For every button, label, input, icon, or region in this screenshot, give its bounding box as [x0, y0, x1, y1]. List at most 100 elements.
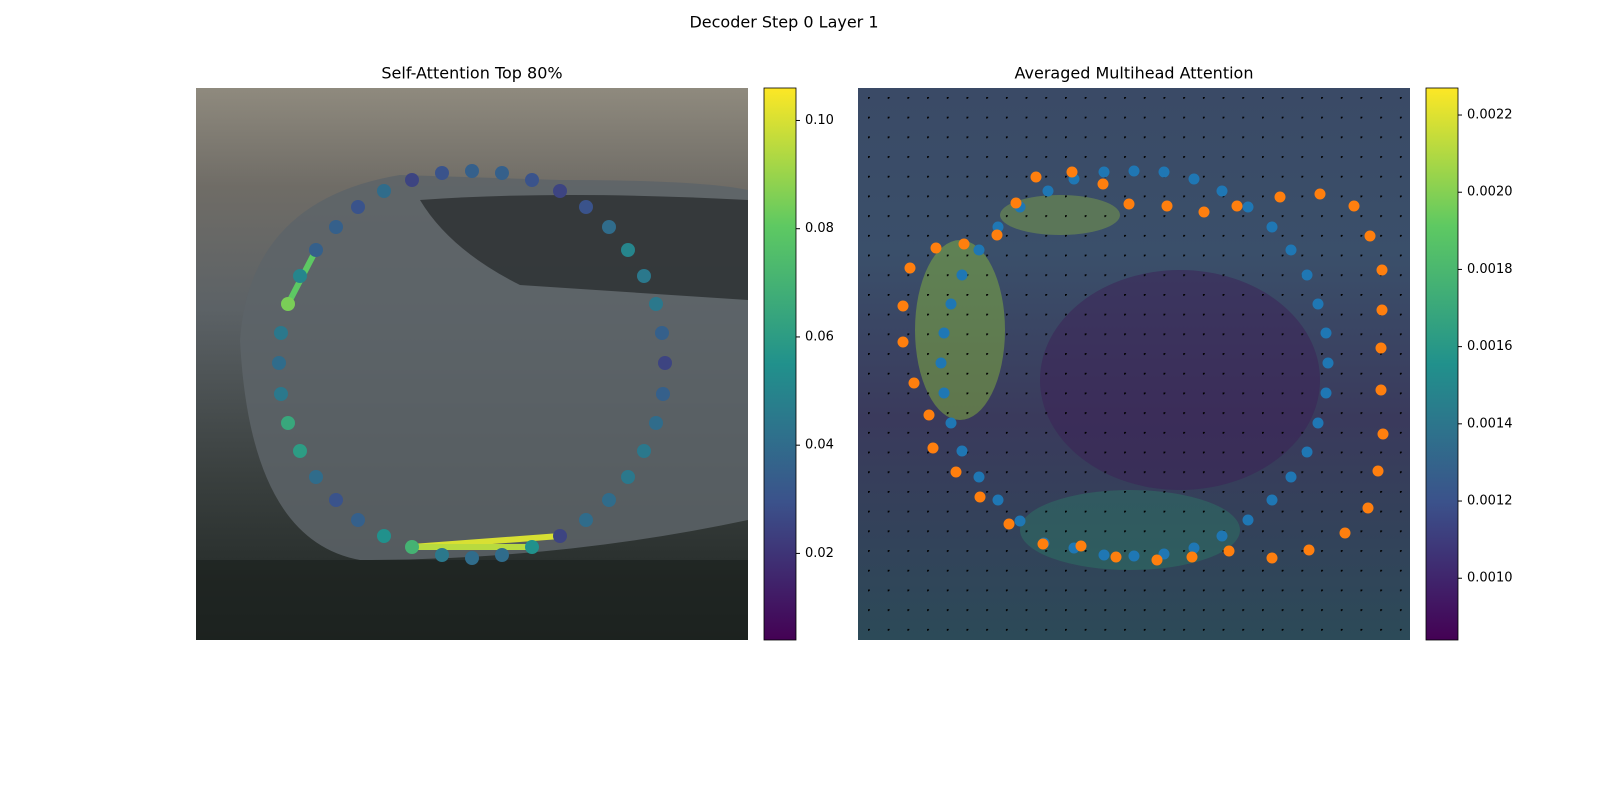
token-point	[656, 387, 670, 401]
reference-point	[1042, 185, 1054, 197]
reference-point	[1376, 264, 1388, 276]
reference-point	[1266, 494, 1278, 506]
reference-point	[956, 445, 968, 457]
reference-point	[1158, 166, 1170, 178]
reference-point	[1377, 428, 1389, 440]
reference-point	[930, 242, 942, 254]
reference-point	[1223, 545, 1235, 557]
token-point	[553, 529, 567, 543]
token-point	[525, 540, 539, 554]
token-point	[377, 529, 391, 543]
token-point	[293, 269, 307, 283]
token-point	[553, 184, 567, 198]
token-point	[602, 493, 616, 507]
reference-point	[1186, 551, 1198, 563]
reference-point	[1376, 304, 1388, 316]
reference-point	[1312, 298, 1324, 310]
reference-point	[897, 336, 909, 348]
plot-layer: 0.02 0.04 0.06 0.08 0.10 0.0010 0.0012 0.0014 0.…	[272, 108, 1513, 586]
token-point	[525, 173, 539, 187]
token-point	[351, 200, 365, 214]
reference-point	[1188, 173, 1200, 185]
reference-point	[1303, 544, 1315, 556]
figure-title: Decoder Step 0 Layer 1	[689, 13, 878, 32]
reference-point	[1075, 540, 1087, 552]
colorbar-tick-label: 0.0018	[1467, 262, 1513, 277]
token-point	[274, 387, 288, 401]
reference-point	[1188, 542, 1200, 554]
token-point	[293, 444, 307, 458]
token-point	[621, 470, 635, 484]
colorbar-tick-label: 0.0020	[1467, 185, 1513, 200]
reference-point	[1030, 171, 1042, 183]
token-point	[579, 513, 593, 527]
token-point	[649, 297, 663, 311]
colorbar-tick-label: 0.0012	[1467, 494, 1513, 509]
colorbar	[1425, 87, 1459, 641]
token-point	[495, 166, 509, 180]
token-point	[465, 551, 479, 565]
token-point	[405, 173, 419, 187]
token-point	[579, 200, 593, 214]
colorbar-tick-label: 0.10	[805, 113, 834, 128]
reference-point	[1372, 465, 1384, 477]
colorbar-tick-label: 0.0010	[1467, 571, 1513, 586]
heatmap-right	[858, 88, 1410, 640]
reference-point	[1339, 527, 1351, 539]
reference-point	[1301, 446, 1313, 458]
token-point	[281, 297, 295, 311]
reference-point	[927, 442, 939, 454]
reference-point	[1285, 471, 1297, 483]
reference-point	[1098, 166, 1110, 178]
reference-point	[992, 494, 1004, 506]
reference-point	[1128, 550, 1140, 562]
reference-point	[908, 377, 920, 389]
reference-point	[1285, 244, 1297, 256]
reference-point	[1266, 552, 1278, 564]
reference-point	[1216, 530, 1228, 542]
token-point	[405, 540, 419, 554]
reference-point	[1320, 327, 1332, 339]
reference-point	[945, 417, 957, 429]
reference-point	[950, 466, 962, 478]
reference-point	[1242, 514, 1254, 526]
token-point	[637, 444, 651, 458]
reference-point	[945, 298, 957, 310]
colorbar-tick-label: 0.04	[805, 438, 834, 453]
reference-point	[923, 409, 935, 421]
token-point	[602, 220, 616, 234]
reference-point	[1037, 538, 1049, 550]
reference-point	[1375, 342, 1387, 354]
reference-point	[938, 387, 950, 399]
colorbar-tick-label: 0.06	[805, 329, 834, 344]
reference-point	[991, 229, 1003, 241]
token-point	[309, 243, 323, 257]
token-point	[329, 493, 343, 507]
reference-point	[1301, 269, 1313, 281]
token-point	[637, 269, 651, 283]
reference-point	[1348, 200, 1360, 212]
reference-point	[1312, 417, 1324, 429]
reference-point	[1097, 178, 1109, 190]
reference-point	[1151, 554, 1163, 566]
reference-point	[938, 327, 950, 339]
reference-point	[1161, 200, 1173, 212]
reference-point	[897, 300, 909, 312]
reference-point	[1375, 384, 1387, 396]
colorbar-tick-label: 0.0022	[1467, 108, 1513, 123]
token-point	[435, 548, 449, 562]
reference-point	[958, 238, 970, 250]
photo-left	[196, 88, 748, 640]
reference-point	[1010, 197, 1022, 209]
panel-title: Self-Attention Top 80%	[381, 64, 562, 83]
token-point	[465, 164, 479, 178]
reference-point	[935, 357, 947, 369]
token-point	[655, 326, 669, 340]
token-point	[281, 416, 295, 430]
colorbar-tick-label: 0.02	[805, 546, 834, 561]
reference-point	[1014, 515, 1026, 527]
reference-point	[1198, 206, 1210, 218]
reference-point	[1003, 518, 1015, 530]
